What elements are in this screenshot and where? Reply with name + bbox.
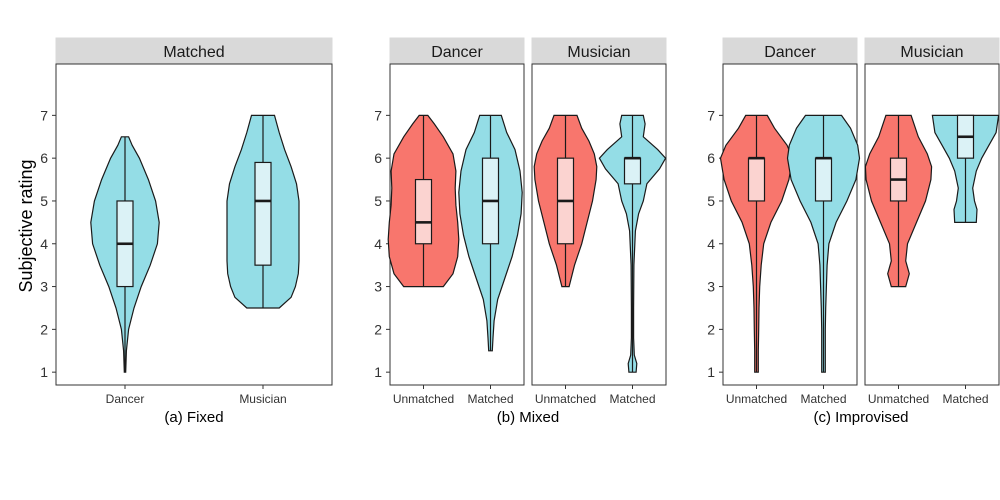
- x-tick-label: Matched: [942, 392, 988, 406]
- y-tick-label: 6: [40, 150, 48, 166]
- box: [414, 178, 433, 245]
- plot-area: Matched 1 2 3 4 5 6 7 Dancer Musician (a) Fixed Dan…: [40, 37, 1000, 426]
- y-tick-label: 1: [374, 364, 382, 380]
- facet-panel: Musician Unmatched Matched: [864, 37, 1000, 406]
- subfigure: Dancer 1 2 3 4 5 6 7 Unmatched Matched Musician Unm…: [707, 37, 1000, 426]
- x-tick-label: Matched: [467, 392, 513, 406]
- y-tick-label: 1: [40, 364, 48, 380]
- y-tick-label: 7: [374, 107, 382, 123]
- y-tick-label: 3: [374, 279, 382, 295]
- subfigure-caption: (a) Fixed: [164, 409, 223, 426]
- y-tick-label: 2: [40, 321, 48, 337]
- box: [623, 157, 642, 185]
- y-tick-label: 7: [40, 107, 48, 123]
- y-tick-label: 7: [707, 107, 715, 123]
- x-tick-label: Musician: [239, 392, 286, 406]
- x-tick-label: Matched: [800, 392, 846, 406]
- y-tick-label: 6: [707, 150, 715, 166]
- facet-panel: Dancer 1 2 3 4 5 6 7 Unmatched Matched: [374, 37, 525, 406]
- subfigure-caption: (c) Improvised: [813, 409, 908, 426]
- facet-strip: [55, 37, 333, 65]
- y-tick-label: 2: [707, 321, 715, 337]
- facet-strip: [722, 37, 858, 65]
- y-tick-label: 3: [707, 279, 715, 295]
- box: [254, 161, 272, 266]
- y-tick-label: 1: [707, 364, 715, 380]
- facet-strip-label: Musician: [900, 44, 963, 61]
- box: [747, 157, 766, 202]
- y-tick-label: 5: [40, 193, 48, 209]
- subfigure: Matched 1 2 3 4 5 6 7 Dancer Musician (a) Fixed: [40, 37, 333, 426]
- y-tick-label: 4: [707, 236, 715, 252]
- x-tick-label: Dancer: [106, 392, 145, 406]
- y-tick-label: 4: [40, 236, 48, 252]
- y-tick-label: 3: [40, 279, 48, 295]
- facet-strip: [531, 37, 667, 65]
- subfigure: Dancer 1 2 3 4 5 6 7 Unmatched Matched Musician Unm…: [374, 37, 667, 426]
- box: [814, 157, 833, 202]
- facet-panel: Dancer 1 2 3 4 5 6 7 Unmatched Matched: [707, 37, 861, 406]
- facet-strip-label: Dancer: [431, 44, 483, 61]
- y-axis-label: Subjective rating: [16, 159, 36, 292]
- x-tick-label: Unmatched: [393, 392, 454, 406]
- facet-strip-label: Musician: [567, 44, 630, 61]
- y-tick-label: 6: [374, 150, 382, 166]
- facet-panel: Matched 1 2 3 4 5 6 7 Dancer Musician: [40, 37, 333, 406]
- facet-strip-label: Dancer: [764, 44, 816, 61]
- facet-strip-label: Matched: [163, 44, 224, 61]
- y-tick-label: 5: [374, 193, 382, 209]
- x-tick-label: Unmatched: [868, 392, 929, 406]
- x-tick-label: Unmatched: [535, 392, 596, 406]
- y-tick-label: 5: [707, 193, 715, 209]
- y-tick-label: 2: [374, 321, 382, 337]
- subfigure-caption: (b) Mixed: [497, 409, 560, 426]
- x-tick-label: Matched: [609, 392, 655, 406]
- x-tick-label: Unmatched: [726, 392, 787, 406]
- facet-panel: Musician Unmatched Matched: [531, 37, 667, 406]
- y-tick-label: 4: [374, 236, 382, 252]
